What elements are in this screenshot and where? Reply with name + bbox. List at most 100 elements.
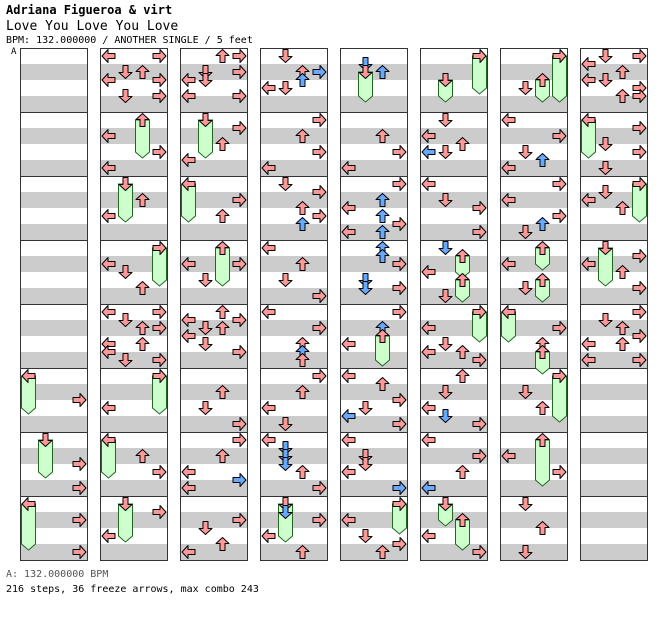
step-arrow-right [232, 513, 247, 527]
measure-frame [500, 496, 568, 561]
step-arrow-right [472, 417, 487, 431]
beat-stripe [340, 512, 408, 528]
step-arrow-right [232, 417, 247, 431]
beat-stripe [260, 448, 328, 464]
step-arrow-left [101, 345, 116, 359]
step-arrow-right [472, 201, 487, 215]
step-arrow-right [312, 481, 327, 495]
step-arrow-right [232, 49, 247, 63]
step-arrow-down [198, 401, 213, 415]
beat-stripe [500, 544, 568, 560]
step-arrow-right [312, 145, 327, 159]
step-arrow-up [295, 353, 310, 367]
beat-stripe [500, 64, 568, 80]
step-arrow-up [535, 433, 550, 447]
step-arrow-left [421, 433, 436, 447]
song-artist: Adriana Figueroa & virt [6, 3, 173, 17]
beat-stripe [260, 416, 328, 432]
step-arrow-right [472, 353, 487, 367]
beat-stripe [500, 224, 568, 240]
beat-stripe [340, 320, 408, 336]
beat-stripe [260, 96, 328, 112]
measure-frame [20, 496, 88, 561]
step-arrow-left [101, 73, 116, 87]
step-arrow-up [295, 545, 310, 559]
beat-stripe [260, 352, 328, 368]
beat-stripe [100, 96, 168, 112]
beat-stripe [500, 352, 568, 368]
beat-stripe [580, 512, 648, 528]
step-arrow-right [232, 257, 247, 271]
step-arrow-right [392, 537, 407, 551]
step-arrow-up [135, 449, 150, 463]
step-arrow-right [392, 145, 407, 159]
beat-stripe [500, 480, 568, 496]
beat-stripe [180, 128, 248, 144]
step-arrow-right [232, 89, 247, 103]
beat-stripe [100, 544, 168, 560]
step-arrow-left [581, 113, 596, 127]
step-arrow-right [392, 257, 407, 271]
step-arrow-up [135, 113, 150, 127]
step-arrow-right [632, 353, 647, 367]
step-arrow-up [535, 401, 550, 415]
measure-frame [340, 496, 408, 561]
step-arrow-right [632, 329, 647, 343]
step-arrow-left [581, 257, 596, 271]
step-arrow-up [535, 521, 550, 535]
step-arrow-right [312, 369, 327, 383]
step-arrow-up [215, 49, 230, 63]
step-arrow-right [632, 121, 647, 135]
step-arrow-up [295, 465, 310, 479]
step-arrow-down [518, 497, 533, 511]
stripes-layer [20, 64, 648, 560]
beat-stripe [260, 192, 328, 208]
beat-stripe [580, 480, 648, 496]
step-arrow-up [615, 265, 630, 279]
beat-stripe [260, 64, 328, 80]
beat-stripe [180, 288, 248, 304]
step-arrow-left [181, 313, 196, 327]
beat-stripe [20, 448, 88, 464]
beat-stripe [580, 224, 648, 240]
step-arrow-up [615, 65, 630, 79]
step-arrow-down [278, 177, 293, 191]
step-arrow-left [581, 193, 596, 207]
step-arrow-up [215, 321, 230, 335]
step-arrow-up [375, 129, 390, 143]
step-arrow-left [101, 161, 116, 175]
beat-stripe [420, 256, 488, 272]
beat-stripe [100, 352, 168, 368]
step-arrow-down [518, 145, 533, 159]
beat-stripe [260, 224, 328, 240]
step-arrow-left [261, 81, 276, 95]
beat-stripe [180, 256, 248, 272]
step-arrow-up [615, 337, 630, 351]
step-arrow-down [438, 113, 453, 127]
step-arrow-right [72, 457, 87, 471]
step-arrow-left [501, 449, 516, 463]
step-arrow-down [198, 337, 213, 351]
step-arrow-down [598, 73, 613, 87]
step-arrow-down [438, 193, 453, 207]
step-arrow-down [438, 385, 453, 399]
beat-stripe [100, 288, 168, 304]
step-arrow-left [261, 433, 276, 447]
step-arrow-down [118, 353, 133, 367]
freeze-arrow [552, 375, 567, 423]
beat-stripe [340, 480, 408, 496]
measure-frame [580, 496, 648, 561]
beat-stripe [500, 192, 568, 208]
step-arrow-right [72, 393, 87, 407]
step-arrow-right [552, 209, 567, 223]
beat-stripe [180, 64, 248, 80]
step-arrow-up [455, 137, 470, 151]
step-arrow-left [101, 129, 116, 143]
step-arrow-up [295, 257, 310, 271]
beat-stripe [20, 384, 88, 400]
beat-stripe [580, 448, 648, 464]
step-arrow-right [552, 129, 567, 143]
holds-layer [21, 55, 647, 551]
step-arrow-down [518, 225, 533, 239]
